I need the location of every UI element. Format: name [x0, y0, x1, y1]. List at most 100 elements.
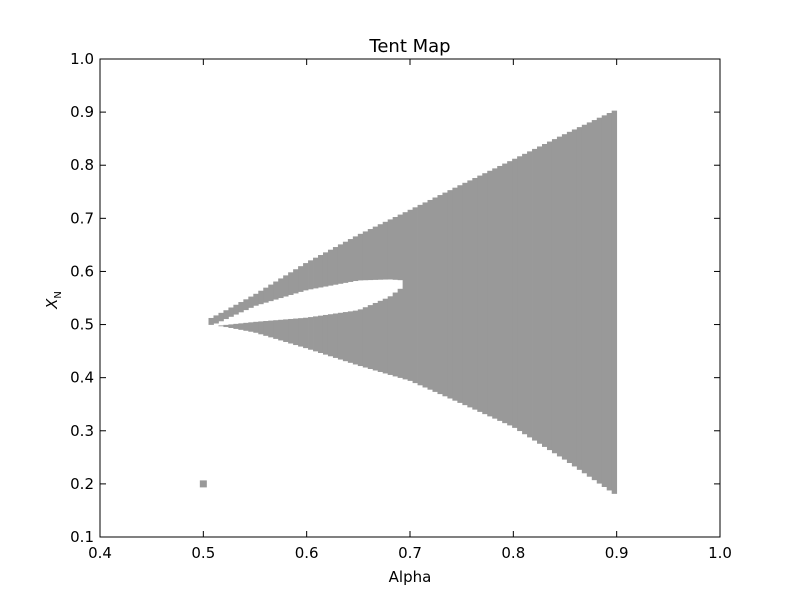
- data-column: [512, 158, 518, 428]
- data-column-upper: [298, 266, 304, 292]
- data-column-lower: [332, 313, 339, 358]
- data-column: [532, 148, 538, 441]
- data-column: [442, 192, 448, 397]
- data-column-lower: [223, 324, 229, 328]
- data-column: [551, 139, 558, 454]
- data-column-upper: [337, 244, 344, 284]
- data-column-upper: [318, 255, 324, 288]
- data-column-lower: [337, 312, 344, 360]
- data-column-lower: [357, 309, 364, 367]
- data-column-upper: [288, 272, 294, 295]
- data-column: [611, 110, 618, 494]
- data-column: [601, 115, 608, 488]
- data-column: [522, 153, 528, 435]
- data-column-lower: [278, 319, 284, 341]
- data-column: [472, 177, 478, 410]
- data-column: [447, 190, 453, 399]
- data-column-lower: [392, 292, 399, 377]
- data-column-upper: [243, 299, 249, 311]
- data-column-lower: [318, 315, 324, 354]
- data-column-upper: [332, 247, 339, 285]
- data-column-lower: [313, 316, 319, 352]
- x-tick-label: 0.4: [88, 544, 112, 562]
- data-column-upper: [253, 293, 259, 306]
- data-column: [432, 197, 438, 392]
- data-column-upper: [392, 217, 399, 280]
- data-column: [487, 170, 493, 417]
- data-column: [606, 112, 613, 491]
- data-column: [561, 134, 568, 460]
- data-column: [527, 151, 533, 438]
- data-column-upper: [362, 231, 369, 281]
- data-column-upper: [382, 221, 389, 280]
- data-column: [502, 163, 508, 424]
- data-column-lower: [367, 305, 374, 370]
- x-tick-label: 1.0: [708, 544, 732, 562]
- data-column-upper: [213, 315, 219, 324]
- data-column: [507, 161, 513, 426]
- data-column-lower: [362, 307, 369, 368]
- data-column-lower: [308, 317, 314, 350]
- data-column: [462, 182, 468, 406]
- y-tick-label: 0.8: [70, 156, 94, 174]
- data-column-upper: [248, 296, 254, 308]
- data-point: [199, 480, 207, 488]
- data-column-lower: [382, 298, 389, 374]
- y-axis-label: XN: [43, 291, 64, 310]
- data-column-lower: [238, 323, 244, 330]
- data-column: [492, 168, 498, 419]
- data-column: [457, 185, 463, 403]
- data-column: [437, 195, 443, 395]
- data-column-lower: [248, 322, 254, 332]
- data-column-lower: [268, 320, 274, 338]
- data-column-lower: [397, 288, 404, 378]
- data-column-upper: [303, 263, 309, 291]
- data-column: [591, 120, 598, 481]
- data-column-upper: [352, 236, 359, 282]
- x-tick-label: 0.5: [191, 544, 215, 562]
- data-column-upper: [273, 281, 279, 300]
- y-tick-label: 0.3: [70, 422, 94, 440]
- data-column-upper: [268, 284, 274, 302]
- data-column-upper: [238, 302, 244, 313]
- data-column: [407, 209, 413, 381]
- x-tick-label: 0.7: [398, 544, 422, 562]
- data-column: [412, 207, 418, 384]
- x-axis-label: Alpha: [389, 568, 432, 586]
- data-column-upper: [377, 224, 384, 280]
- data-column: [537, 146, 543, 444]
- data-column: [576, 127, 583, 470]
- data-column-upper: [283, 275, 289, 297]
- data-column-upper: [327, 249, 334, 286]
- y-axis-label-sub: N: [53, 291, 64, 298]
- x-tick-label: 0.6: [295, 544, 319, 562]
- data-column-upper: [308, 260, 314, 290]
- data-column: [566, 131, 573, 464]
- y-tick-label: 1.0: [70, 50, 94, 68]
- data-column: [208, 317, 214, 325]
- y-axis: 0.1 0.2 0.3 0.4 0.5 0.6 0.7 0.8 0.9 1.0: [70, 50, 720, 546]
- data-column-lower: [288, 318, 294, 344]
- data-column-lower: [253, 321, 259, 333]
- data-column: [497, 165, 503, 421]
- data-column-lower: [283, 319, 289, 342]
- data-column-upper: [223, 310, 229, 320]
- data-column-lower: [303, 317, 309, 349]
- data-column-upper: [397, 214, 404, 281]
- y-axis-label-main: X: [43, 298, 61, 310]
- y-tick-label: 0.7: [70, 209, 94, 227]
- data-column-lower: [273, 320, 279, 339]
- data-column-lower: [342, 312, 349, 362]
- data-column-upper: [293, 269, 299, 294]
- data-column: [402, 212, 409, 380]
- x-axis: 0.4 0.5 0.6 0.7 0.8 0.9 1.0: [88, 59, 732, 562]
- data-column: [452, 187, 458, 401]
- x-tick-label: 0.9: [605, 544, 629, 562]
- data-column: [556, 136, 563, 457]
- data-column-upper: [313, 257, 319, 289]
- data-column-lower: [387, 296, 394, 375]
- data-column-upper: [258, 290, 264, 305]
- data-column-upper: [322, 252, 329, 287]
- data-column-lower: [322, 314, 329, 355]
- data-column-lower: [228, 324, 234, 328]
